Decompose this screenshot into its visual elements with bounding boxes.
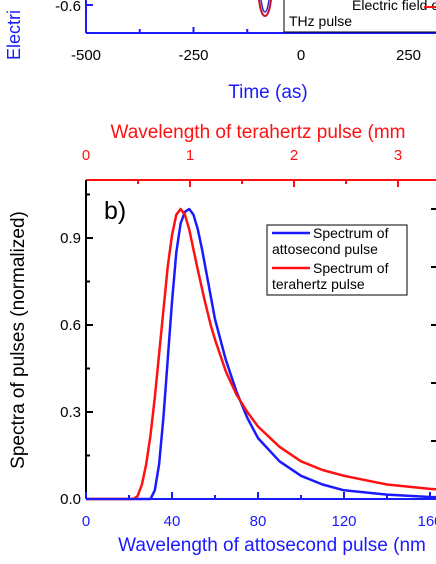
y-axis-tick-label: 0.9 — [60, 230, 81, 247]
spectra-curves — [86, 207, 436, 501]
panel-a-legend-text-1: Electric field of — [352, 0, 436, 13]
top-axis-tick-label: 3 — [394, 147, 402, 164]
panel-a-field-curve-blue — [260, 0, 270, 13]
panel-a-x-tick-label: -250 — [178, 47, 208, 64]
legend-box — [266, 224, 408, 296]
top-axis-tick-label: 1 — [186, 147, 194, 164]
legend-label-attosecond-2: attosecond pulse — [272, 241, 378, 257]
bottom-axis-tick-label: 160 — [417, 513, 436, 530]
panel-a-x-tick-label: 0 — [297, 47, 305, 64]
panel-a: -0.6 Electri -500-25002505 Time (as) Ele… — [4, 0, 436, 103]
bottom-axis-ticks: 040801201602 — [82, 492, 436, 530]
legend-label-terahertz-1: Spectrum of — [313, 260, 389, 276]
bottom-axis-tick-label: 120 — [331, 513, 356, 530]
panel-label-b: b) — [104, 197, 126, 225]
y-axis-tick-label: 0.0 — [60, 491, 81, 508]
panel-a-x-tick-label: -500 — [71, 47, 101, 64]
bottom-axis-tick-label: 0 — [82, 513, 90, 530]
terahertz-spectrum-line — [86, 207, 436, 501]
legend-label-attosecond-1: Spectrum of — [313, 225, 389, 241]
bottom-axis-tick-label: 80 — [250, 513, 267, 530]
y-axis-tick-label: 0.6 — [60, 317, 81, 334]
right-axis-ticks — [431, 208, 436, 442]
top-axis-tick-label: 0 — [82, 147, 90, 164]
bottom-axis-tick-label: 40 — [164, 513, 181, 530]
panel-b: Wavelength of terahertz pulse (mm 0 1 2 3 0… — [8, 122, 436, 556]
panel-a-y-tick-label: -0.6 — [55, 0, 81, 15]
y-axis-ticks: 0.0 0.3 0.6 0.9 — [60, 193, 93, 508]
bottom-axis-label: Wavelength of attosecond pulse (nm — [118, 535, 426, 556]
legend-label-terahertz-2: terahertz pulse — [272, 276, 365, 292]
panel-a-x-ticks: -500-25002505 — [71, 27, 421, 64]
top-axis-tick-label: 2 — [290, 147, 298, 164]
panel-a-x-tick-label: 250 — [396, 47, 421, 64]
y-axis-label: Spectra of pulses (normalized) — [8, 211, 29, 469]
panel-a-x-label: Time (as) — [228, 82, 308, 103]
panel-a-legend-box — [283, 0, 436, 33]
y-axis-tick-label: 0.3 — [60, 404, 81, 421]
legend: Spectrum of attosecond pulse Spectrum of… — [266, 224, 408, 296]
panel-a-legend-text-2: THz pulse — [289, 13, 352, 29]
panel-a-y-label: Electri — [4, 10, 24, 60]
panel-a-field-curve-red — [258, 0, 272, 18]
attosecond-spectrum-line — [86, 207, 436, 501]
top-axis-label: Wavelength of terahertz pulse (mm — [111, 122, 406, 143]
